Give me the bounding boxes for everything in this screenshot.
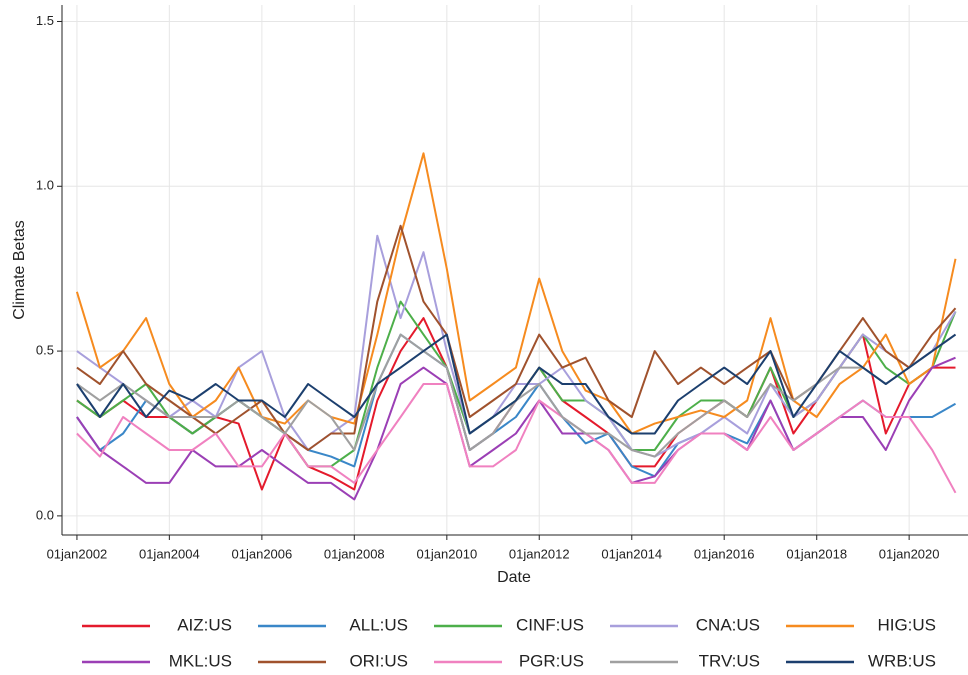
x-tick-label: 01jan2016 [694, 546, 755, 561]
series-line [76, 333, 957, 435]
series-line [76, 383, 957, 494]
x-tick-label: 01jan2018 [786, 546, 847, 561]
x-tick-label: 01jan2006 [232, 546, 293, 561]
legend-label: ORI:US [349, 651, 408, 670]
series-line [76, 234, 957, 458]
legend-label: PGR:US [519, 651, 584, 670]
x-tick-label: 01jan2020 [879, 546, 940, 561]
series-line [76, 317, 956, 491]
legend-label: CINF:US [516, 615, 584, 634]
y-tick-label: 0.0 [36, 507, 54, 522]
x-tick-label: 01jan2004 [139, 546, 200, 561]
y-axis-label: Climate Betas [11, 220, 28, 320]
legend-label: AIZ:US [177, 615, 232, 634]
legend-label: ALL:US [349, 615, 408, 634]
y-tick-label: 1.0 [36, 178, 54, 193]
legend-label: CNA:US [696, 615, 760, 634]
x-tick-label: 01jan2002 [47, 546, 108, 561]
x-axis-label: Date [497, 569, 531, 586]
legend-label: WRB:US [868, 651, 936, 670]
y-tick-label: 1.5 [36, 13, 54, 28]
y-tick-label: 0.5 [36, 343, 54, 358]
x-tick-label: 01jan2010 [416, 546, 477, 561]
legend-label: TRV:US [699, 651, 760, 670]
x-tick-label: 01jan2008 [324, 546, 385, 561]
legend-label: MKL:US [169, 651, 232, 670]
x-tick-label: 01jan2012 [509, 546, 570, 561]
legend-label: HIG:US [877, 615, 936, 634]
x-tick-label: 01jan2014 [601, 546, 662, 561]
